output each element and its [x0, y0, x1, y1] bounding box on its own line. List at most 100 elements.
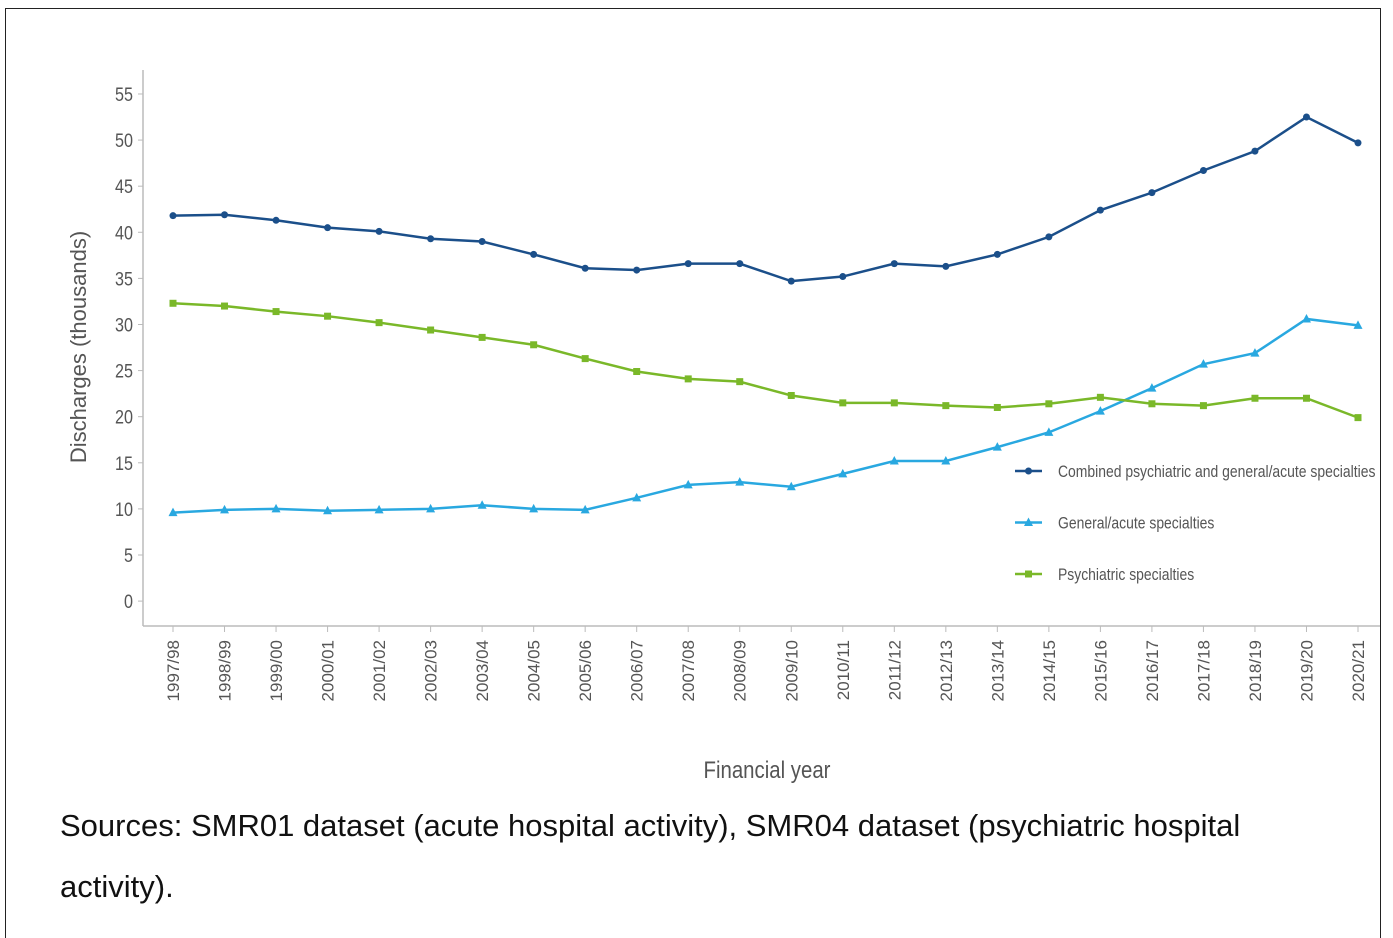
data-point [942, 402, 950, 410]
data-point [787, 277, 795, 285]
y-tick-label: 25 [115, 360, 133, 382]
data-point [581, 355, 589, 363]
data-point [324, 312, 332, 320]
data-point [374, 504, 384, 514]
data-point [324, 224, 332, 232]
data-point [1147, 383, 1157, 392]
legend-marker [1025, 467, 1032, 475]
data-point [530, 341, 538, 349]
data-point [1301, 313, 1311, 323]
x-tick-label: 1999/00 [267, 640, 286, 701]
data-point [993, 403, 1001, 411]
data-point [890, 260, 898, 268]
data-point [736, 378, 744, 386]
data-point [478, 333, 486, 341]
x-tick-label: 1997/98 [164, 640, 183, 701]
series-line [172, 115, 1359, 283]
data-point [1045, 233, 1053, 241]
x-tick-label: 2011/12 [885, 640, 904, 700]
data-point [169, 299, 177, 307]
legend-marker [1025, 570, 1032, 578]
data-point [375, 319, 383, 327]
y-tick-label: 20 [115, 406, 133, 428]
source-note: Sources: SMR01 dataset (acute hospital a… [60, 808, 1241, 904]
data-point [478, 238, 486, 246]
y-tick-label: 10 [115, 499, 133, 521]
data-point [941, 455, 951, 465]
data-point [169, 212, 177, 220]
legend-label: General/acute specialties [1058, 514, 1215, 533]
data-point [839, 399, 847, 407]
data-point [993, 250, 1001, 258]
data-point [1148, 400, 1156, 408]
data-point [684, 375, 692, 383]
data-point [375, 227, 383, 235]
data-point [735, 477, 745, 486]
data-point [272, 216, 280, 224]
data-point [427, 235, 435, 243]
data-point [581, 264, 589, 272]
x-tick-label: 2009/10 [782, 640, 801, 701]
data-point [1302, 113, 1310, 121]
y-tick-label: 35 [115, 268, 133, 290]
data-point [529, 503, 539, 513]
data-point [221, 211, 229, 219]
y-tick-label: 50 [115, 130, 133, 152]
data-point [1199, 167, 1207, 175]
data-point [839, 273, 847, 281]
data-point [1354, 414, 1362, 422]
x-tick-label: 2006/07 [628, 640, 647, 701]
x-tick-label: 2003/04 [473, 640, 492, 701]
x-tick-label: 2015/16 [1091, 640, 1110, 701]
x-tick-label: 2012/13 [937, 640, 956, 701]
data-point [530, 250, 538, 258]
data-point [1045, 400, 1053, 408]
data-point [1199, 402, 1207, 410]
series-line [172, 317, 1359, 514]
x-tick-label: 2018/19 [1246, 640, 1265, 701]
chart: Discharges (thousands) Financial year 0 5… [66, 70, 1380, 783]
data-point [838, 468, 848, 478]
data-point [1251, 147, 1259, 155]
data-point [221, 302, 229, 310]
data-point [323, 505, 333, 515]
x-tick-label: 1998/99 [216, 640, 235, 701]
data-point [1251, 394, 1259, 402]
data-point [1198, 359, 1208, 368]
data-point [736, 260, 744, 268]
data-point [890, 399, 898, 407]
x-tick-label: 2019/20 [1297, 640, 1316, 701]
y-axis-title: Discharges (thousands) [66, 231, 91, 463]
x-tick-label: 2004/05 [525, 640, 544, 701]
x-tick-label: 2016/17 [1143, 640, 1162, 701]
legend-label: Combined psychiatric and general/acute s… [1058, 463, 1376, 482]
x-tick-label: 2020/21 [1349, 640, 1368, 701]
data-point [1148, 189, 1156, 197]
x-tick-label: 2001/02 [370, 640, 389, 701]
data-point [889, 455, 899, 465]
data-point [786, 481, 796, 491]
data-point [220, 504, 230, 514]
data-point [1095, 406, 1105, 415]
data-point [1250, 348, 1260, 357]
data-point [271, 503, 281, 513]
y-tick-label: 55 [115, 84, 133, 106]
x-tick-label: 2014/15 [1040, 640, 1059, 701]
series-line [172, 302, 1359, 419]
x-tick-label: 2008/09 [731, 640, 750, 701]
data-point [1096, 393, 1104, 401]
data-point [787, 391, 795, 399]
legend-marker [1024, 517, 1033, 526]
data-point [168, 507, 178, 517]
x-tick-label: 2013/14 [988, 640, 1007, 701]
data-point [580, 504, 590, 514]
data-point [1354, 139, 1362, 147]
x-axis-title: Financial year [704, 756, 831, 783]
y-tick-label: 30 [115, 314, 133, 336]
x-tick-label: 2007/08 [679, 640, 698, 701]
y-tick-label: 0 [124, 591, 133, 613]
data-point [1353, 320, 1363, 329]
y-tick-label: 5 [124, 545, 133, 567]
x-tick-label: 2005/06 [576, 640, 595, 701]
